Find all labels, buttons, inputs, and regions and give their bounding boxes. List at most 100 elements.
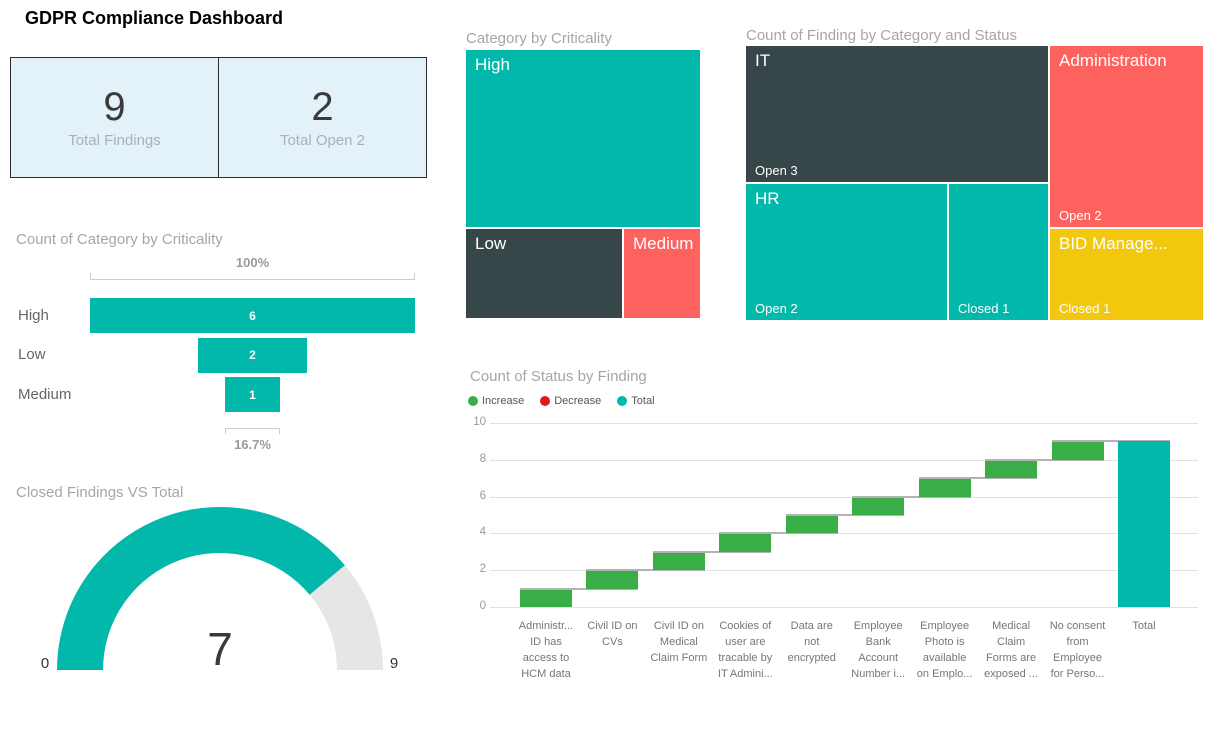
funnel-category-label: High	[18, 306, 49, 324]
funnel-category-label: Medium	[18, 385, 72, 403]
waterfall-gridline	[490, 570, 1198, 572]
funnel-max-bracket	[90, 273, 415, 280]
waterfall-legend: Increase Decrease Total	[468, 395, 655, 407]
waterfall-y-tick-label: 10	[473, 416, 486, 428]
waterfall-y-tick-label: 2	[479, 563, 486, 576]
waterfall-x-label: Employee Bank Account Number i...	[851, 620, 906, 680]
kpi-card-total-open[interactable]: 2 Total Open 2	[219, 57, 427, 178]
waterfall-x-label: Medical Claim Forms are exposed ...	[984, 620, 1038, 680]
kpi-value-total-findings: 9	[103, 84, 126, 129]
waterfall-gridline	[490, 423, 1198, 424]
treemap-block-low[interactable]: Low	[466, 229, 622, 318]
legend-total-dot-icon	[617, 396, 628, 406]
waterfall-connector	[719, 532, 838, 535]
treemap-block-status: Closed 1	[1059, 301, 1111, 316]
waterfall-gridline	[490, 533, 1198, 535]
kpi-value-total-open: 2	[311, 84, 334, 129]
funnel-max-percent-label: 100%	[235, 255, 270, 270]
treemap-block-hr[interactable]: HR Open 2	[746, 184, 947, 320]
kpi-cards: 9 Total Findings 2 Total Open 2	[10, 57, 427, 178]
gauge-title: Closed Findings VS Total	[16, 484, 184, 501]
waterfall-connector	[852, 495, 971, 498]
waterfall-y-tick-label: 8	[479, 452, 486, 465]
waterfall-bar-0[interactable]	[520, 588, 572, 607]
waterfall-x-label: Total	[1132, 620, 1156, 632]
legend-item-total[interactable]: Total	[617, 395, 655, 407]
treemap-block-medium[interactable]: Medium	[624, 229, 700, 318]
waterfall-x-label: Civil ID on Medical Claim Form	[650, 620, 708, 664]
funnel-title: Count of Category by Criticality	[16, 231, 223, 248]
gauge-chart[interactable]: 7 0 9	[0, 500, 440, 685]
legend-increase-dot-icon	[468, 396, 478, 406]
kpi-label-total-open: Total Open 2	[279, 131, 366, 149]
waterfall-x-label: Civil ID on CVs	[587, 620, 638, 648]
waterfall-bar-3[interactable]	[719, 533, 772, 552]
legend-item-label: Increase	[482, 395, 525, 407]
waterfall-y-tick-label: 6	[479, 489, 486, 502]
waterfall-bar-8[interactable]	[1051, 441, 1104, 460]
waterfall-y-tick-label: 4	[479, 526, 486, 539]
treemap-block-label: Administration	[1059, 51, 1167, 70]
waterfall-bar-5[interactable]	[852, 496, 905, 515]
treemap-criticality-title: Category by Criticality	[466, 30, 612, 47]
legend-decrease-dot-icon	[540, 396, 551, 406]
legend-item-increase[interactable]: Increase	[468, 395, 524, 407]
treemap-criticality: High Low Medium	[466, 50, 700, 318]
legend-item-label: Total	[631, 395, 655, 407]
waterfall-connector	[918, 477, 1038, 480]
waterfall-bar-7[interactable]	[985, 459, 1038, 479]
waterfall-bar-total[interactable]	[1117, 441, 1170, 607]
kpi-card-total-findings[interactable]: 9 Total Findings	[10, 57, 219, 178]
waterfall-connector	[520, 587, 639, 590]
treemap-block-high[interactable]: High	[466, 50, 700, 227]
treemap-block-label: BID Manage...	[1059, 234, 1168, 253]
treemap-category: IT Open 3 HR Open 2 Closed 1 Administration Op…	[746, 46, 1203, 320]
treemap-block-label: IT	[755, 51, 771, 70]
waterfall-connector	[785, 514, 905, 516]
waterfall-connector	[586, 569, 705, 572]
treemap-block-it[interactable]: IT Open 3	[746, 46, 1048, 182]
gauge-min-label: 0	[41, 655, 49, 672]
waterfall-gridline	[490, 459, 1198, 461]
waterfall-title: Count of Status by Finding	[470, 368, 647, 385]
funnel-bar-high[interactable]: 6	[90, 298, 415, 333]
gauge-max-label: 9	[390, 655, 398, 672]
gauge-value-label: 7	[207, 623, 233, 675]
waterfall-bar-2[interactable]	[652, 551, 705, 571]
treemap-block-status: Open 2	[755, 301, 798, 316]
legend-item-decrease[interactable]: Decrease	[540, 395, 601, 407]
treemap-block-label: Low	[475, 234, 507, 253]
treemap-block-status: Closed 1	[958, 301, 1010, 316]
waterfall-connector	[652, 550, 772, 553]
funnel-category-label: Low	[18, 346, 46, 363]
funnel-min-percent-label: 16.7%	[234, 437, 271, 452]
waterfall-bar-4[interactable]	[785, 515, 838, 534]
waterfall-y-tick-label: 0	[479, 600, 486, 612]
kpi-label-total-findings: Total Findings	[68, 131, 161, 149]
funnel-bar-low[interactable]: 2	[198, 337, 307, 373]
treemap-category-title: Count of Finding by Category and Status	[746, 27, 1017, 44]
waterfall-x-label: Employee Photo is available on Emplo...	[916, 620, 973, 680]
treemap-block-label: High	[475, 55, 510, 74]
waterfall-gridline	[490, 496, 1198, 498]
legend-item-label: Decrease	[554, 395, 602, 407]
funnel-bar-medium[interactable]: 1	[225, 377, 280, 412]
treemap-block-bidmanage[interactable]: BID Manage... Closed 1	[1050, 229, 1203, 320]
treemap-block-label: Medium	[633, 234, 694, 253]
waterfall-x-label: Data are not encrypted	[787, 620, 836, 664]
treemap-block-status: Open 3	[755, 163, 798, 178]
waterfall-x-label: Cookies of user are tracable by IT Admin…	[717, 620, 773, 680]
waterfall-x-label: No consent from Employee for Perso...	[1049, 620, 1106, 680]
waterfall-x-label: Administr... ID has access to HCM data	[518, 620, 574, 680]
treemap-block-status: Open 2	[1059, 208, 1102, 223]
waterfall-connector	[1051, 440, 1170, 443]
funnel-min-bracket	[225, 428, 280, 434]
page-title: GDPR Compliance Dashboard	[25, 8, 284, 28]
treemap-block-administration[interactable]: Administration Open 2	[1050, 46, 1203, 227]
waterfall-bar-1[interactable]	[586, 570, 639, 589]
treemap-block-hr-closed[interactable]: Closed 1	[949, 184, 1048, 320]
waterfall-bar-6[interactable]	[918, 478, 971, 497]
